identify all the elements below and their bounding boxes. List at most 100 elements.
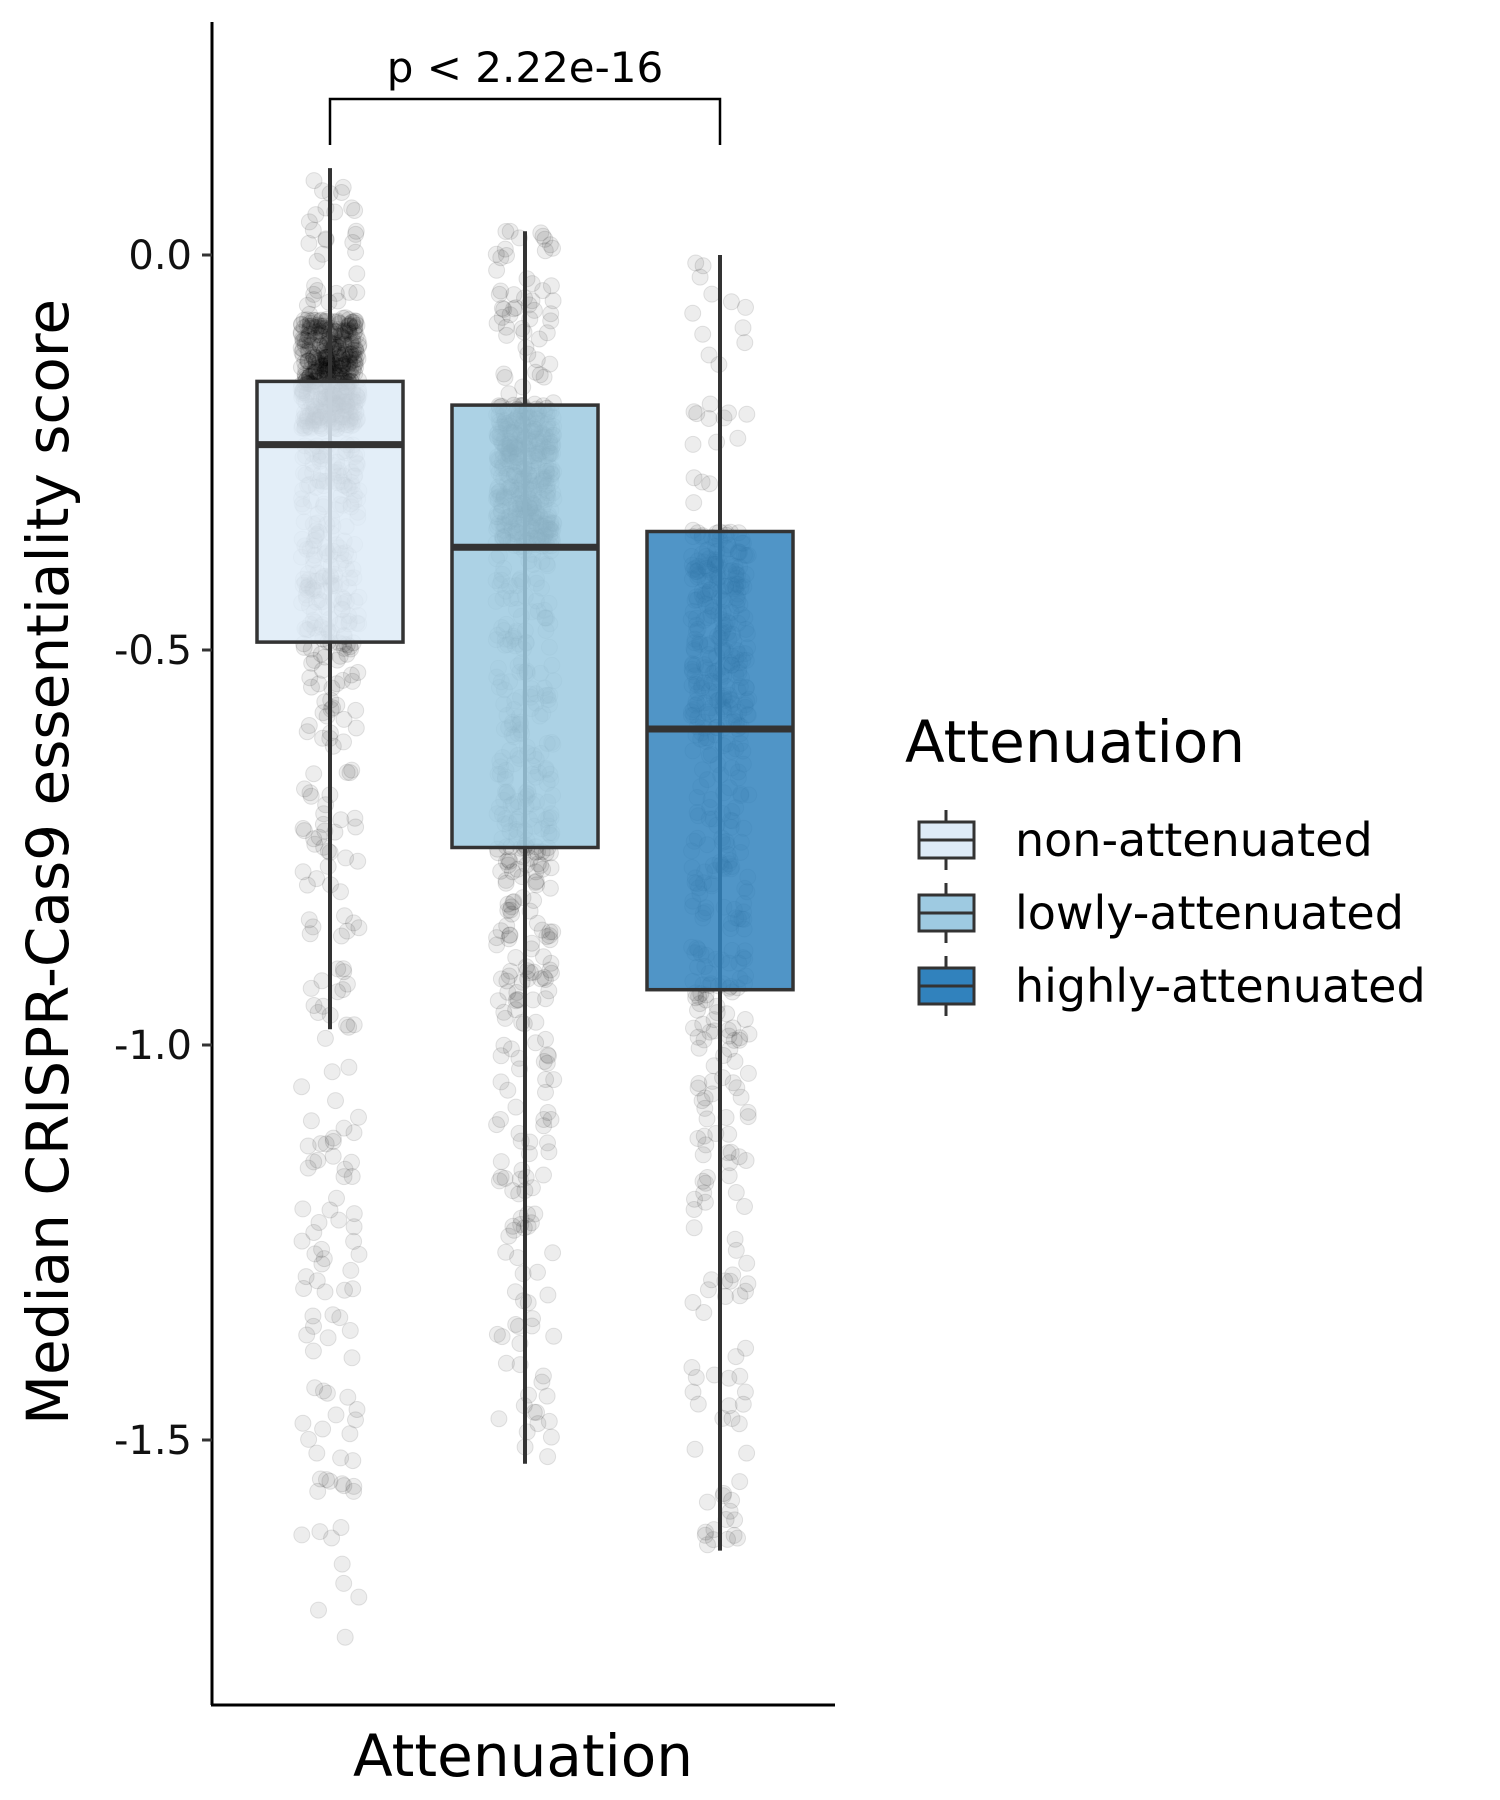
data-point (534, 282, 552, 300)
data-point (305, 830, 323, 848)
data-point (541, 923, 559, 941)
data-point (525, 1403, 543, 1421)
data-point (734, 1395, 752, 1413)
data-point (332, 883, 349, 901)
data-point (695, 1031, 713, 1049)
data-point (294, 1414, 312, 1432)
data-point (300, 234, 318, 252)
data-point (306, 277, 324, 295)
data-point (347, 1411, 364, 1429)
data-point (347, 312, 365, 330)
data-point (301, 314, 319, 332)
data-point (302, 360, 320, 378)
data-point (541, 879, 559, 897)
data-point (346, 202, 364, 219)
data-point (683, 1359, 701, 1376)
data-point (305, 651, 323, 669)
data-point (302, 787, 320, 805)
data-point (303, 654, 321, 672)
data-point (340, 315, 358, 333)
data-point (540, 1143, 558, 1161)
data-point (343, 1168, 361, 1185)
data-point (694, 1172, 712, 1190)
data-point (347, 719, 365, 737)
data-point (696, 1193, 714, 1211)
data-point (738, 405, 756, 423)
data-point (315, 1382, 332, 1400)
data-point (493, 308, 511, 326)
data-point (737, 1152, 755, 1169)
data-point (731, 1029, 749, 1047)
data-point (542, 1111, 560, 1128)
data-point (721, 1272, 739, 1290)
data-point (507, 992, 525, 1010)
p-value-label: p < 2.22e-16 (387, 43, 664, 92)
data-point (497, 318, 515, 336)
data-point (316, 1283, 334, 1301)
data-point (492, 862, 510, 880)
data-point (691, 268, 709, 286)
data-point (488, 261, 506, 279)
data-point (300, 328, 318, 346)
data-point (539, 1104, 557, 1121)
data-point (492, 1111, 509, 1128)
data-point (500, 385, 518, 403)
data-point (294, 820, 312, 837)
data-point (311, 1470, 329, 1488)
data-point (307, 349, 325, 367)
data-point (541, 931, 559, 949)
y-tick-label: -0.5 (114, 628, 192, 674)
data-point (339, 357, 357, 375)
data-point (350, 1245, 368, 1263)
data-point (539, 1046, 557, 1064)
data-point (296, 336, 314, 354)
data-point (331, 647, 349, 665)
data-point (500, 930, 518, 948)
data-point (729, 1529, 746, 1547)
data-point (686, 1190, 703, 1208)
data-point (527, 1034, 545, 1052)
data-point (500, 856, 517, 874)
data-point (341, 355, 359, 372)
data-point (350, 1108, 367, 1126)
data-point (519, 345, 537, 363)
data-point (507, 1098, 525, 1116)
data-point (497, 871, 515, 889)
data-point (723, 1410, 741, 1427)
data-point (538, 928, 556, 946)
data-point (699, 1536, 716, 1554)
data-point (307, 353, 325, 371)
data-point (298, 311, 316, 329)
data-point (338, 763, 356, 781)
data-point (294, 346, 312, 364)
data-point (701, 475, 719, 493)
data-point (346, 341, 364, 359)
data-point (342, 1261, 360, 1279)
data-point (696, 1099, 714, 1117)
data-point (344, 344, 362, 362)
data-point (538, 324, 556, 342)
data-point (323, 1529, 341, 1547)
data-point (488, 936, 506, 954)
data-point (315, 1250, 333, 1268)
data-point (310, 675, 328, 693)
data-point (725, 1031, 743, 1049)
data-point (345, 319, 363, 337)
data-point (330, 1211, 348, 1229)
data-point (708, 1004, 726, 1022)
data-point (729, 429, 747, 447)
data-point (539, 1448, 557, 1466)
data-point (489, 992, 507, 1010)
data-point (492, 1047, 510, 1065)
data-point (301, 925, 319, 943)
data-point (350, 336, 368, 353)
data-point (346, 312, 364, 330)
data-point (344, 1452, 362, 1470)
data-point (490, 1410, 508, 1428)
data-point (722, 1143, 740, 1161)
data-point (538, 1387, 556, 1405)
data-point (499, 901, 517, 919)
data-point (350, 919, 368, 937)
data-point (504, 1217, 522, 1235)
data-point (343, 199, 361, 217)
